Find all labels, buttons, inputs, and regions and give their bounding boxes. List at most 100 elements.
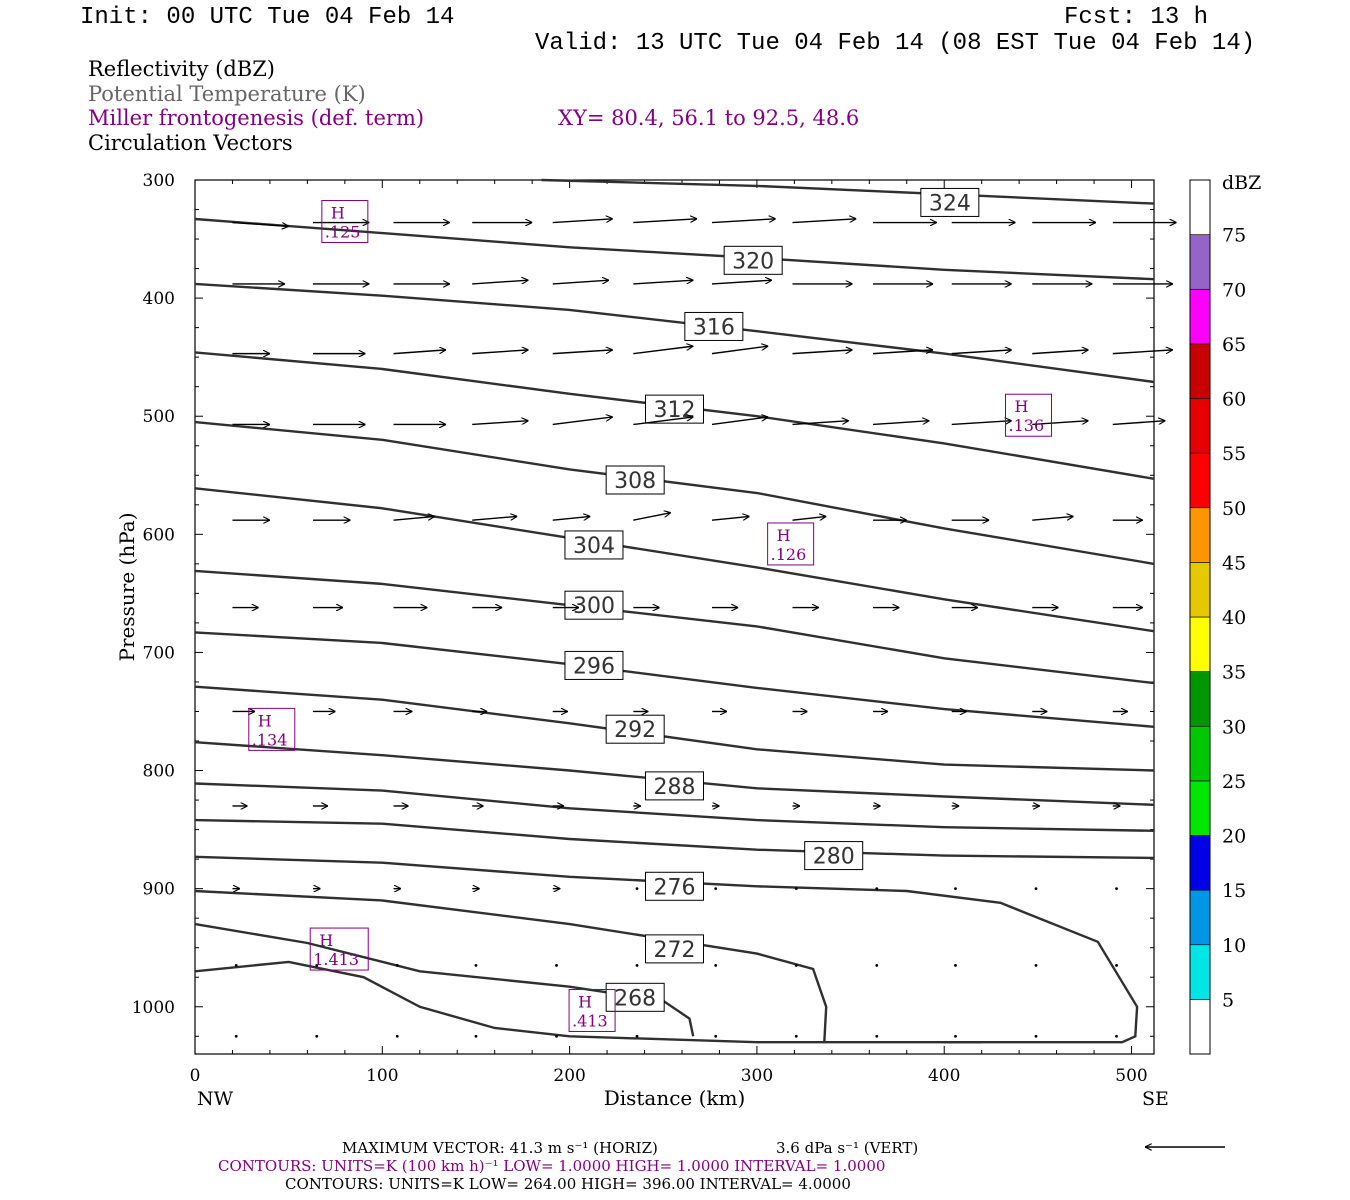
circulation-vector [872,421,929,426]
colorbar-band [1189,562,1211,618]
frontogenesis-max-box [1005,393,1053,437]
circulation-vector [635,887,639,891]
colorbar-label: 30 [1222,716,1246,738]
colorbar-label: 65 [1222,334,1246,356]
x-tick-label: 500 [1115,1066,1147,1086]
circulation-vector [1034,887,1038,891]
y-tick-label: 1000 [132,998,175,1018]
theta-contour-320 [194,217,1155,281]
circulation-vector [1034,964,1038,967]
circulation-vector [1032,350,1088,355]
theta-label-box [645,394,704,424]
theta-label-box [645,771,704,801]
colorbar-label: 35 [1222,662,1246,684]
circulation-vector [393,350,447,355]
y-tick-label: 900 [143,880,175,900]
theta-label: 276 [654,875,696,900]
y-tick-label: 800 [143,762,175,782]
theta-label: 288 [654,775,696,800]
frontogenesis-max-label: H [331,204,345,223]
circulation-vector [1115,887,1118,891]
circulation-vector [872,350,933,355]
circulation-vector [792,350,853,355]
colorbar-label: 50 [1222,498,1246,520]
max-vector-vert: 3.6 dPa s⁻¹ (VERT) [776,1139,919,1157]
circulation-vector [635,1034,639,1038]
circulation-vector [714,1034,718,1038]
contours-frontogenesis-info: CONTOURS: UNITS=K (100 km h)⁻¹ LOW= 1.00… [218,1157,886,1175]
frontogenesis-max-value: .125 [325,223,361,242]
circulation-vector [552,280,609,285]
frontogenesis-max-label: H [258,711,272,730]
circulation-vector [633,219,697,224]
y-axis-label: Pressure (hPa) [115,513,139,662]
theta-label-box [605,982,665,1012]
circulation-vector [1034,1034,1038,1038]
theta-label: 308 [614,469,656,494]
theta-label: 304 [573,534,615,559]
circulation-vector [711,280,772,285]
circulation-vector [552,219,613,224]
colorbar-label: 5 [1222,989,1234,1011]
colorbar-band [1189,889,1211,946]
x-tick-label: 100 [366,1066,398,1086]
theta-label: 268 [614,986,656,1011]
frontogenesis-max-box [309,927,369,971]
theta-label: 280 [813,845,855,870]
theta-contour-296 [194,631,1155,728]
circulation-vector [393,516,435,521]
x-tick-label: 200 [553,1066,585,1086]
circulation-vector [552,516,591,521]
theta-label: 324 [929,191,971,216]
circulation-vector [633,346,693,355]
circulation-vector [1115,964,1118,967]
colorbar-band [1189,944,1211,1000]
field-vectors: Circulation Vectors [88,131,293,155]
circulation-vector [794,964,798,967]
field-theta: Potential Temperature (K) [88,82,366,106]
circulation-vector [633,417,693,426]
forecast-hour: Fcst: 13 h [1064,4,1209,31]
circulation-vector [794,887,798,891]
theta-contour-276 [194,855,1139,1044]
theta-label: 296 [573,654,615,679]
theta-contour-280 [194,818,1155,860]
theta-label-box [564,650,624,680]
circulation-vector [875,964,879,967]
colorbar-band [1189,343,1211,399]
cross-section-xy: XY= 80.4, 56.1 to 92.5, 48.6 [558,106,860,130]
circulation-vector [954,964,957,967]
circulation-vector [794,1034,798,1038]
theta-label-box [645,871,704,901]
circulation-vector [1112,421,1166,426]
x-end-label-nw: NW [197,1088,234,1110]
circulation-vector [472,421,528,426]
circulation-vector [714,964,718,967]
circulation-vector [395,1034,399,1038]
x-tick-label: 300 [741,1066,773,1086]
colorbar-band [1189,452,1211,509]
field-frontogenesis: Miller frontogenesis (def. term) [88,106,425,130]
theta-label: 272 [654,938,696,963]
theta-contour-264 [194,960,982,1044]
x-axis-label: Distance (km) [604,1086,746,1110]
colorbar-label: 60 [1222,389,1246,411]
frontogenesis-max-box [321,200,369,244]
theta-label-box [684,311,744,341]
circulation-vector [474,1034,478,1038]
circulation-vector [555,1034,558,1038]
circulation-vector [1112,350,1173,355]
circulation-vector [555,964,558,967]
colorbar-label: 25 [1222,771,1246,793]
circulation-vector [711,516,750,521]
colorbar-band [1189,288,1211,345]
circulation-vector [633,513,671,521]
colorbar-band [1189,179,1211,235]
circulation-vector [954,887,957,891]
circulation-vector [472,516,517,521]
field-reflectivity: Reflectivity (dBZ) [88,57,276,81]
circulation-vector [792,421,849,426]
frontogenesis-max-label: H [777,526,791,545]
circulation-vector [1115,1034,1118,1038]
colorbar-band [1189,398,1211,454]
